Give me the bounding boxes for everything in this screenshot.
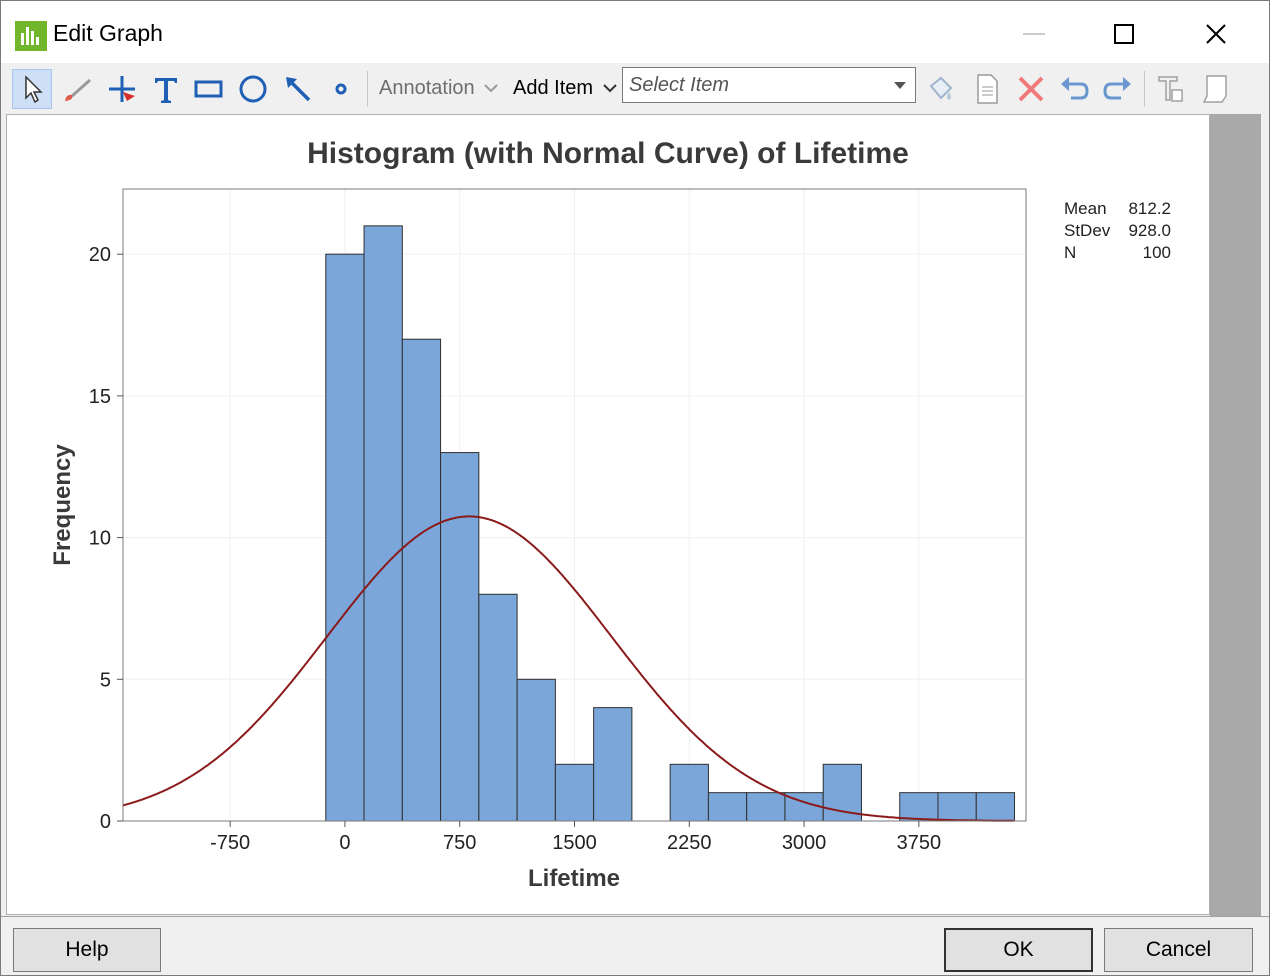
crosshair-flag-icon <box>109 76 135 102</box>
y-tick-label: 15 <box>89 386 111 408</box>
histogram-bar <box>325 253 365 822</box>
stats-label: N <box>1064 243 1076 262</box>
text-tool-button[interactable] <box>146 69 186 109</box>
y-axis-label: Frequency <box>49 444 76 566</box>
cancel-button[interactable]: Cancel <box>1104 928 1253 972</box>
minitab-graph-icon <box>15 21 47 51</box>
add-item-label: Add Item <box>513 77 594 99</box>
redo-button[interactable] <box>1098 69 1138 109</box>
edit-toolbar: Annotation Add Item Select Item <box>1 63 1269 113</box>
minimize-button[interactable] <box>999 9 1069 59</box>
chevron-down-icon <box>484 84 498 93</box>
x-tick-label: 1500 <box>552 832 597 854</box>
delete-button[interactable] <box>1011 69 1051 109</box>
paint-bucket-icon <box>929 76 953 100</box>
select-tool-button[interactable] <box>12 69 52 109</box>
rectangle-icon <box>194 80 223 98</box>
x-tick-label: 3000 <box>782 832 827 854</box>
page-region-icon <box>1202 75 1227 103</box>
histogram-bar <box>937 792 977 822</box>
stats-label: Mean <box>1064 199 1107 218</box>
graph-canvas[interactable]: Histogram (with Normal Curve) of Lifetim… <box>6 114 1210 915</box>
dropdown-arrow-icon <box>894 82 906 89</box>
line-arrow-tool-button[interactable] <box>278 69 318 109</box>
help-button[interactable]: Help <box>13 928 161 972</box>
histogram-bar <box>707 792 748 822</box>
point-tool-button[interactable] <box>321 69 361 109</box>
x-tick-label: -750 <box>210 832 250 854</box>
x-axis-label: Lifetime <box>528 865 620 892</box>
y-tick-label: 10 <box>89 528 111 550</box>
window-title: Edit Graph <box>53 20 163 46</box>
rectangle-tool-button[interactable] <box>189 69 229 109</box>
histogram-bar <box>401 338 442 822</box>
text-format-icon <box>1158 76 1183 102</box>
minimize-icon <box>1023 33 1045 35</box>
stats-value: 100 <box>1143 243 1171 262</box>
vertical-scrollbar[interactable] <box>1210 114 1261 916</box>
ok-button[interactable]: OK <box>944 928 1093 972</box>
y-tick-label: 20 <box>89 244 111 266</box>
fill-tool-button[interactable] <box>922 69 962 109</box>
histogram-bar <box>440 452 480 822</box>
histogram-bar <box>593 707 633 822</box>
y-tick-label: 5 <box>100 669 111 691</box>
histogram-bar <box>554 763 595 822</box>
title-bar: Edit Graph <box>1 1 1269 63</box>
maximize-button[interactable] <box>1089 9 1159 59</box>
histogram-bar <box>899 792 939 822</box>
histogram-bar <box>669 763 709 822</box>
add-item-dropdown[interactable]: Add Item <box>513 77 618 100</box>
x-tick-label: 0 <box>339 832 350 854</box>
x-tick-label: 2250 <box>667 832 712 854</box>
histogram-bar <box>975 792 1016 822</box>
footer-divider <box>1 916 1269 917</box>
close-button[interactable] <box>1181 9 1251 59</box>
x-tick-label: 750 <box>443 832 476 854</box>
arrow-line-icon <box>286 77 311 102</box>
document-icon <box>977 74 998 104</box>
undo-icon <box>1061 77 1089 100</box>
undo-button[interactable] <box>1054 69 1094 109</box>
toolbar-separator <box>367 71 368 107</box>
stats-label: StDev <box>1064 221 1111 240</box>
graph-region-button[interactable] <box>1195 69 1235 109</box>
stats-value: 928.0 <box>1128 221 1171 240</box>
pointer-arrow-icon <box>25 75 43 104</box>
delete-x-icon <box>1018 76 1044 102</box>
close-icon <box>1206 24 1226 44</box>
ellipse-tool-button[interactable] <box>233 69 273 109</box>
brush-icon <box>65 78 91 101</box>
x-tick-label: 3750 <box>897 832 942 854</box>
chevron-down-icon <box>602 84 617 93</box>
point-icon <box>335 83 347 95</box>
maximize-icon <box>1114 24 1134 44</box>
select-item-combobox[interactable]: Select Item <box>622 67 916 103</box>
toolbar-separator <box>1144 71 1145 107</box>
text-t-icon <box>155 78 177 103</box>
chart-title: Histogram (with Normal Curve) of Lifetim… <box>307 137 909 170</box>
histogram-bar <box>363 225 403 822</box>
crosshair-tool-button[interactable] <box>102 69 142 109</box>
redo-icon <box>1103 77 1131 100</box>
circle-icon <box>239 75 267 103</box>
brush-tool-button[interactable] <box>57 69 97 109</box>
y-tick-label: 0 <box>100 811 111 833</box>
select-item-placeholder: Select Item <box>629 74 730 96</box>
normal-curve <box>122 515 1014 822</box>
properties-button[interactable] <box>967 69 1007 109</box>
histogram-bar <box>516 678 556 822</box>
annotation-dropdown[interactable]: Annotation <box>379 77 499 100</box>
histogram-bar <box>478 593 518 822</box>
histogram-chart: Histogram (with Normal Curve) of Lifetim… <box>49 137 1171 892</box>
stats-value: 812.2 <box>1128 199 1171 218</box>
text-format-button[interactable] <box>1151 69 1191 109</box>
annotation-label: Annotation <box>379 77 475 99</box>
histogram-bar <box>746 792 786 822</box>
